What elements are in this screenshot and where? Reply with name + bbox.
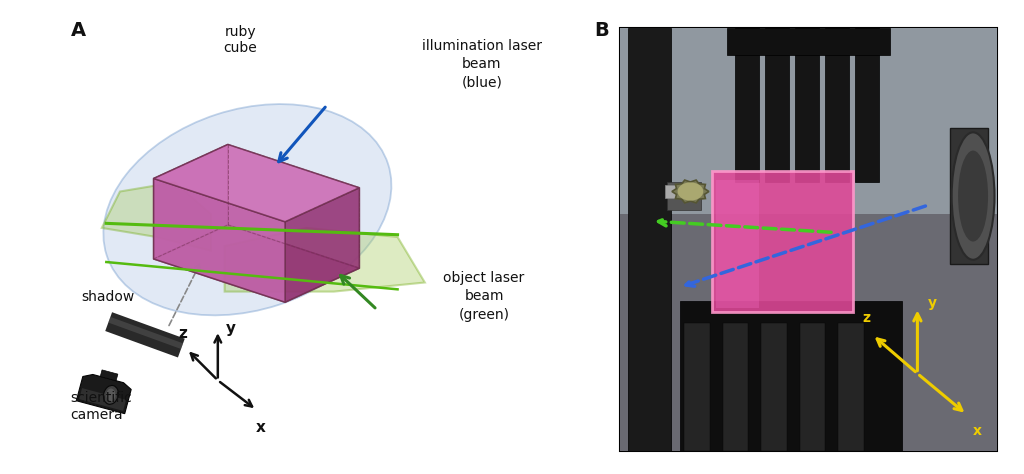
Ellipse shape: [103, 385, 119, 404]
Bar: [620, 214, 996, 451]
Polygon shape: [101, 182, 211, 251]
Text: x: x: [256, 420, 266, 435]
Polygon shape: [154, 145, 228, 259]
FancyBboxPatch shape: [716, 180, 759, 308]
Bar: [629, 27, 671, 451]
Bar: [825, 27, 849, 182]
Text: illumination laser
beam
(blue): illumination laser beam (blue): [422, 39, 542, 90]
Polygon shape: [100, 370, 118, 381]
Bar: [800, 323, 825, 451]
Ellipse shape: [958, 151, 988, 242]
Bar: [761, 323, 786, 451]
Bar: [855, 27, 879, 182]
Text: scientific
camera: scientific camera: [70, 391, 132, 422]
Bar: [723, 323, 749, 451]
Ellipse shape: [951, 132, 994, 260]
FancyBboxPatch shape: [712, 171, 853, 312]
Bar: [839, 323, 864, 451]
Bar: [765, 27, 788, 182]
Polygon shape: [109, 317, 183, 349]
Polygon shape: [154, 145, 359, 222]
Text: y: y: [928, 296, 937, 310]
Text: A: A: [71, 21, 86, 40]
Bar: [620, 27, 996, 214]
Bar: [735, 27, 759, 182]
Text: x: x: [973, 424, 982, 438]
Polygon shape: [105, 312, 184, 357]
Polygon shape: [79, 388, 126, 411]
Text: B: B: [594, 21, 609, 40]
Bar: [684, 323, 710, 451]
Text: y: y: [226, 320, 236, 336]
Bar: [620, 27, 996, 451]
Ellipse shape: [103, 104, 391, 315]
Polygon shape: [228, 145, 359, 268]
Text: object laser
beam
(green): object laser beam (green): [443, 271, 524, 321]
Ellipse shape: [106, 389, 116, 401]
Polygon shape: [77, 374, 131, 414]
Text: z: z: [862, 311, 870, 325]
Polygon shape: [154, 225, 359, 302]
Bar: [949, 128, 988, 264]
Text: shadow: shadow: [81, 290, 134, 304]
Bar: [727, 27, 890, 55]
Text: ruby
cube: ruby cube: [223, 25, 257, 55]
Polygon shape: [672, 180, 709, 203]
Polygon shape: [224, 228, 425, 292]
Polygon shape: [285, 188, 359, 302]
Bar: [667, 182, 701, 210]
Bar: [796, 27, 819, 182]
Text: z: z: [178, 326, 186, 341]
Polygon shape: [154, 179, 285, 302]
Bar: [680, 301, 902, 451]
Bar: [665, 185, 690, 198]
Ellipse shape: [678, 182, 703, 201]
